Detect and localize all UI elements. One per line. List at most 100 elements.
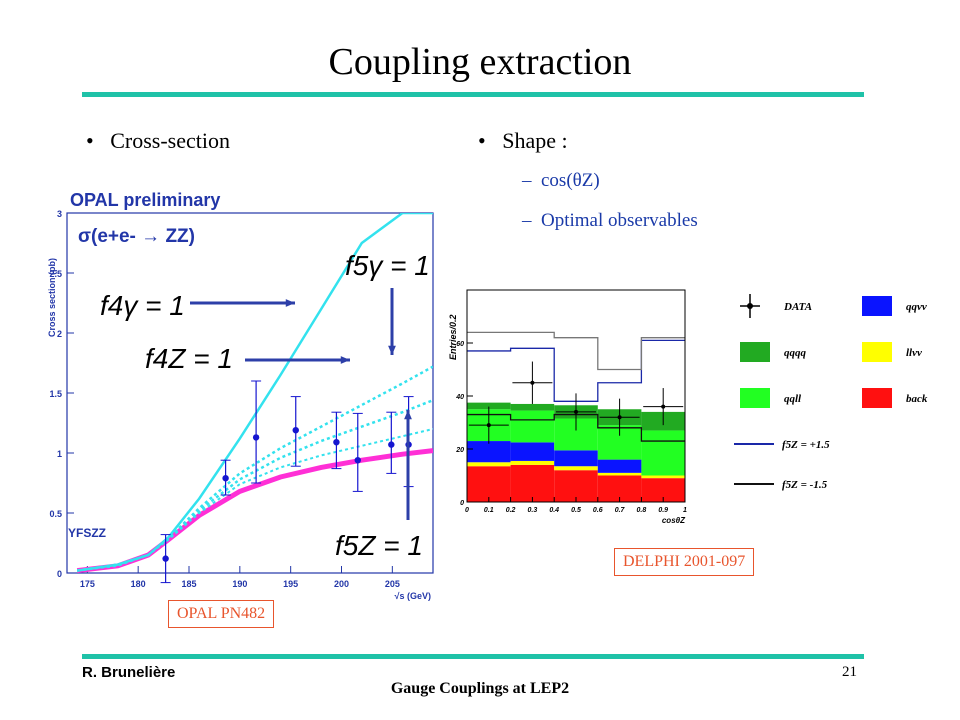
delphi-reference-box: DELPHI 2001-097 bbox=[614, 548, 755, 576]
stack-bar-qqνν bbox=[597, 459, 642, 473]
left-bullet: • Cross-section bbox=[86, 128, 230, 153]
legend-swatch-3 bbox=[862, 342, 892, 362]
x-tick-label: 1 bbox=[683, 507, 687, 514]
x-tick-label: 180 bbox=[131, 579, 146, 589]
annotation-arrowhead-2 bbox=[388, 345, 396, 355]
x-tick-label: 0.3 bbox=[528, 507, 538, 514]
annotation-label-1: f4Z = 1 bbox=[145, 343, 233, 374]
annotation-arrowhead-1 bbox=[340, 356, 350, 364]
stack-bar-llνν bbox=[467, 462, 511, 467]
left-bullet-text: Cross-section bbox=[110, 128, 230, 153]
y-tick-label: 2 bbox=[57, 329, 62, 339]
data-point bbox=[292, 427, 299, 434]
stack-bar-qqqq bbox=[467, 402, 511, 410]
y-tick-label: 20 bbox=[455, 447, 464, 454]
hist-line-grey bbox=[467, 331, 685, 371]
stack-bar-qqqq bbox=[510, 403, 555, 411]
footer-author: R. Brunelière bbox=[82, 664, 176, 681]
x-tick-label: 0.8 bbox=[637, 507, 647, 514]
legend-swatch-5 bbox=[862, 388, 892, 408]
x-tick-label: 200 bbox=[334, 579, 349, 589]
legend-swatch-2 bbox=[740, 342, 770, 362]
legend-data-marker bbox=[747, 303, 753, 309]
data-point bbox=[661, 404, 666, 409]
sub-item-optimal-text: Optimal observables bbox=[541, 210, 698, 231]
x-tick-label: 0.6 bbox=[593, 507, 603, 514]
legend-label-5: back bbox=[906, 393, 928, 405]
x-tick-label: 190 bbox=[232, 579, 247, 589]
stack-bar-qqνν bbox=[554, 450, 598, 467]
annotation-arrowhead-3 bbox=[404, 410, 412, 420]
legend-swatch-1 bbox=[862, 296, 892, 316]
stack-bar-qqνν bbox=[510, 442, 555, 461]
annotation-label-0: f4γ = 1 bbox=[100, 290, 185, 321]
sub-item-costheta: – cos(θZ) bbox=[522, 170, 600, 191]
data-point bbox=[222, 475, 229, 482]
data-point bbox=[162, 555, 169, 562]
y-tick-label: 1 bbox=[57, 449, 62, 459]
legend-label-1: qqνν bbox=[906, 301, 927, 313]
x-tick-label: 185 bbox=[181, 579, 196, 589]
y-tick-label: 2.5 bbox=[49, 269, 62, 279]
annotation-label-2: f5γ = 1 bbox=[345, 250, 430, 281]
right-bullet: • Shape : bbox=[478, 128, 568, 153]
legend-label-6: f5Z = +1.5 bbox=[782, 439, 830, 451]
stack-bar-qqll bbox=[641, 430, 685, 476]
stack-bar-back bbox=[554, 470, 598, 502]
x-tick-label: 0.4 bbox=[549, 507, 559, 514]
x-tick-label: 0 bbox=[465, 507, 469, 514]
x-axis-label: √s (GeV) bbox=[395, 591, 431, 601]
data-point bbox=[333, 439, 340, 446]
data-point bbox=[388, 441, 395, 448]
page-number: 21 bbox=[842, 664, 857, 680]
sub-item-costheta-text: cos(θZ) bbox=[541, 170, 600, 191]
plot-curves bbox=[76, 213, 433, 573]
delphi-chart: 0 20 40 60 0 0.1 0.2 0.3 0.4 0.5 0.6 0.7 0.8 0.9 1 cosθ… bbox=[448, 289, 687, 525]
title-rule bbox=[82, 92, 864, 97]
y-tick-label: 3 bbox=[57, 209, 62, 219]
y-tick-label: 0 bbox=[460, 500, 464, 507]
slide-title: Coupling extraction bbox=[328, 41, 632, 83]
right-bullet-text: Shape : bbox=[502, 128, 568, 153]
y-axis-label: Cross section (pb) bbox=[47, 258, 57, 337]
stack-bar-back bbox=[641, 478, 685, 502]
y-axis-label: Entries/0.2 bbox=[448, 314, 458, 360]
legend-label-2: qqqq bbox=[784, 347, 807, 359]
stack-bar-llνν bbox=[597, 472, 642, 476]
legend-label-7: f5Z = -1.5 bbox=[782, 479, 828, 491]
x-tick-label: 205 bbox=[385, 579, 400, 589]
legend-label-3: llνν bbox=[906, 347, 922, 359]
data-point bbox=[617, 415, 622, 420]
x-tick-label: 195 bbox=[283, 579, 298, 589]
x-tick-label: 0.7 bbox=[615, 507, 626, 514]
x-tick-label: 0.1 bbox=[484, 507, 494, 514]
annotation-label-3: f5Z = 1 bbox=[335, 530, 423, 561]
stack-bar-llνν bbox=[641, 475, 685, 479]
stack-bar-back bbox=[510, 464, 555, 502]
stack-bar-llνν bbox=[510, 460, 555, 465]
x-tick-label: 0.2 bbox=[506, 507, 516, 514]
footer-rule bbox=[82, 654, 864, 659]
data-point bbox=[354, 457, 361, 464]
opal-chart: 0 0.5 1 1.5 2 2.5 3 175 180 185 190 195 200 205 √s (Ge… bbox=[47, 190, 434, 601]
legend-swatch-4 bbox=[740, 388, 770, 408]
x-tick-label: 175 bbox=[80, 579, 95, 589]
x-tick-label: 0.9 bbox=[658, 507, 668, 514]
footer-title: Gauge Couplings at LEP2 bbox=[390, 680, 570, 697]
stack-bar-qqνν bbox=[467, 441, 511, 463]
opal-reference-box: OPAL PN482 bbox=[168, 600, 275, 628]
stack-bar-qqll bbox=[510, 410, 555, 443]
data-point bbox=[486, 423, 491, 428]
stack-bar-back bbox=[467, 466, 511, 502]
legend-label-0: DATA bbox=[783, 301, 812, 313]
y-tick-label: 0.5 bbox=[49, 509, 62, 519]
chart-title: OPAL preliminary bbox=[70, 190, 220, 210]
curve-4 bbox=[77, 428, 433, 572]
y-tick-label: 1.5 bbox=[49, 389, 62, 399]
data-point bbox=[574, 409, 578, 414]
x-axis-label: cosθZ bbox=[662, 516, 686, 525]
model-label: YFSZZ bbox=[68, 526, 106, 540]
legend-label-4: qqll bbox=[784, 393, 802, 405]
data-point bbox=[530, 380, 535, 385]
y-tick-label: 60 bbox=[456, 341, 464, 348]
